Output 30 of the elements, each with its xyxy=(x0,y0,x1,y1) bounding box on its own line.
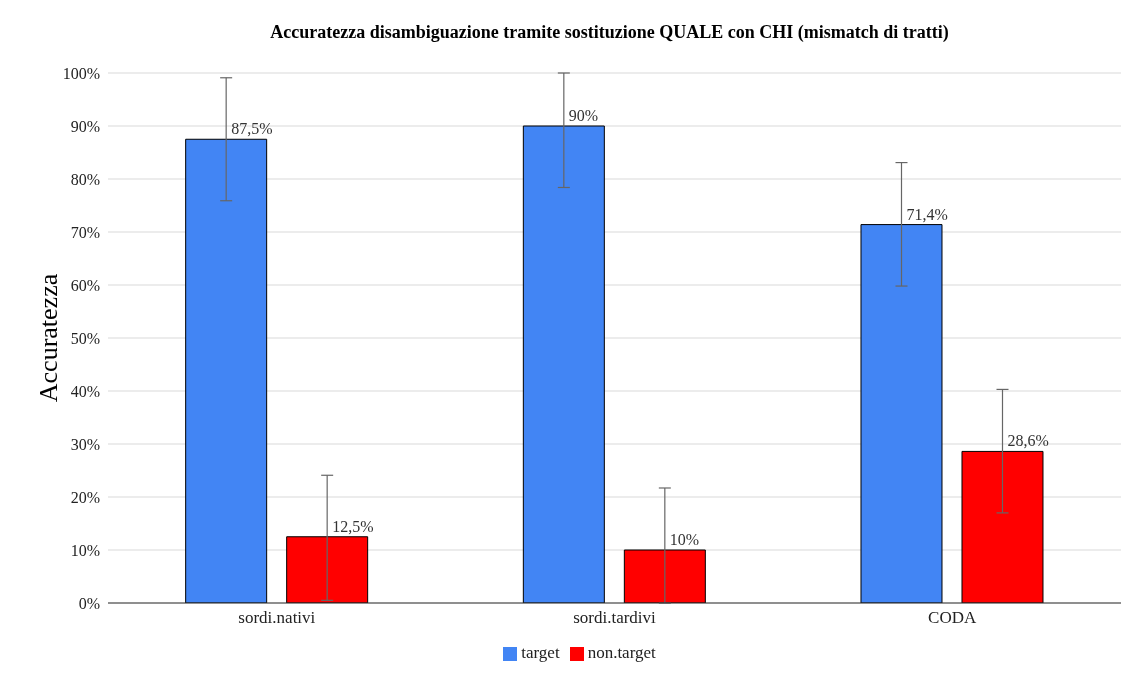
bar xyxy=(286,536,369,603)
y-tick-label: 0% xyxy=(78,594,100,612)
y-tick-label: 10% xyxy=(70,541,100,559)
data-label: 12,5% xyxy=(332,517,374,535)
x-tick-label: sordi.nativi xyxy=(238,608,316,628)
y-tick-label: 30% xyxy=(70,435,100,453)
y-tick-label: 70% xyxy=(70,223,100,241)
bar xyxy=(860,224,943,603)
data-label: 28,6% xyxy=(1007,432,1049,450)
y-tick-label: 100% xyxy=(62,64,100,82)
y-axis-title: Accuratezza xyxy=(34,273,64,403)
y-tick-label: 20% xyxy=(70,488,100,506)
chart-title: Accuratezza disambiguazione tramite sostituzione QUALE con CHI (mismatch di tratti) xyxy=(269,21,950,43)
x-tick-label: CODA xyxy=(928,608,977,628)
bar xyxy=(623,549,706,603)
y-tick-label: 80% xyxy=(70,170,100,188)
legend-label: non.target xyxy=(587,643,656,662)
bar xyxy=(522,125,605,603)
data-label: 87,5% xyxy=(231,120,273,138)
y-tick-label: 50% xyxy=(70,329,100,347)
bar xyxy=(961,450,1044,603)
bar xyxy=(185,138,268,603)
y-tick-label: 60% xyxy=(70,276,100,294)
x-tick-label: sordi.tardivi xyxy=(573,608,657,628)
data-label: 10% xyxy=(669,531,700,548)
y-tick-label: 40% xyxy=(70,382,100,400)
data-label: 71,4% xyxy=(906,205,948,223)
y-tick-label: 90% xyxy=(70,117,100,135)
data-label: 90% xyxy=(568,107,599,124)
legend-label: target xyxy=(521,643,560,662)
